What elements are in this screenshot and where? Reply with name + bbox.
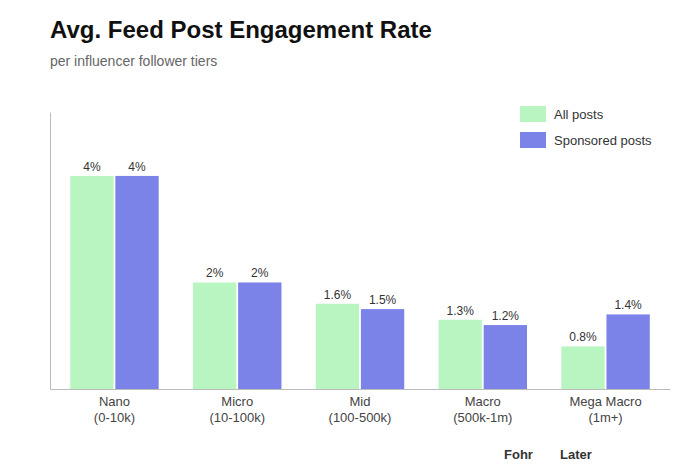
legend-label: Sponsored posts [554,133,652,148]
title: Avg. Feed Post Engagement Rate [50,16,432,43]
data-label: 1.5% [369,293,397,307]
legend-item: All posts [520,106,604,122]
x-tick: Macro(500k-1m) [453,389,512,425]
bar [115,176,158,389]
x-tick-label: Mega Macro(1m+) [569,394,641,425]
footer-text: Fohr [504,447,533,462]
bar [361,309,404,389]
x-tick-label-line: (500k-1m) [453,410,512,425]
x-axis-line [51,389,671,390]
bar [484,325,527,389]
series [70,176,604,389]
footer-text: Later [560,447,592,462]
legend-item: Sponsored posts [520,132,652,148]
bar [606,314,649,389]
data-label: 1.4% [614,298,642,312]
bar [561,346,604,389]
x-tick-label-line: Nano [99,394,130,409]
x-tick-label-line: (10-100k) [209,410,265,425]
x-tick: Nano(0-10k) [94,389,135,425]
x-tick-label-line: (100-500k) [329,410,392,425]
legend: All posts Sponsored posts [520,106,652,148]
subtitle: per influencer follower tiers [50,53,217,69]
bar [70,176,113,389]
legend-label: All posts [554,107,604,122]
x-tick: Mega Macro(1m+) [569,389,641,425]
data-label: 4% [128,160,146,174]
bar [316,304,359,389]
x-axis: Nano(0-10k) Micro(10-100k) Mid(100-500k) Ma… [51,389,671,425]
x-tick-label-line: (1m+) [588,410,622,425]
x-tick-label-line: Micro [221,394,253,409]
data-label: 1.6% [324,288,352,302]
x-tick-label-line: Mid [350,394,371,409]
bars [70,176,650,389]
data-label: 4% [83,160,101,174]
x-tick-label: Mid(100-500k) [329,394,392,425]
plot: 4% 2% 1.6% 1.3% 0.8% 4% 2% 1.5% 1.2% 1.4% Nano(0-1… [51,106,671,425]
data-label: 2% [206,266,224,280]
bar [238,282,281,389]
data-label: 1.3% [447,304,475,318]
bar [193,282,236,389]
x-tick-label-line: (0-10k) [94,410,135,425]
data-labels: 4% 2% 1.6% 1.3% 0.8% 4% 2% 1.5% 1.2% 1.4% [83,160,642,344]
y-axis-line [50,113,51,390]
chart: Avg. Feed Post Engagement Rate per influe… [0,0,700,467]
bar [439,320,482,389]
x-tick: Micro(10-100k) [209,389,265,425]
data-label: 2% [251,266,269,280]
legend-swatch [520,132,546,148]
data-label: 0.8% [569,330,597,344]
x-tick-label-line: Macro [465,394,501,409]
x-tick-label: Macro(500k-1m) [453,394,512,425]
x-tick: Mid(100-500k) [329,389,392,425]
x-tick-label: Micro(10-100k) [209,394,265,425]
series [115,176,649,389]
y-axis [50,113,51,390]
data-label: 1.2% [492,309,520,323]
x-tick-label-line: Mega Macro [569,394,641,409]
legend-swatch [520,106,546,122]
x-tick-label: Nano(0-10k) [94,394,135,425]
